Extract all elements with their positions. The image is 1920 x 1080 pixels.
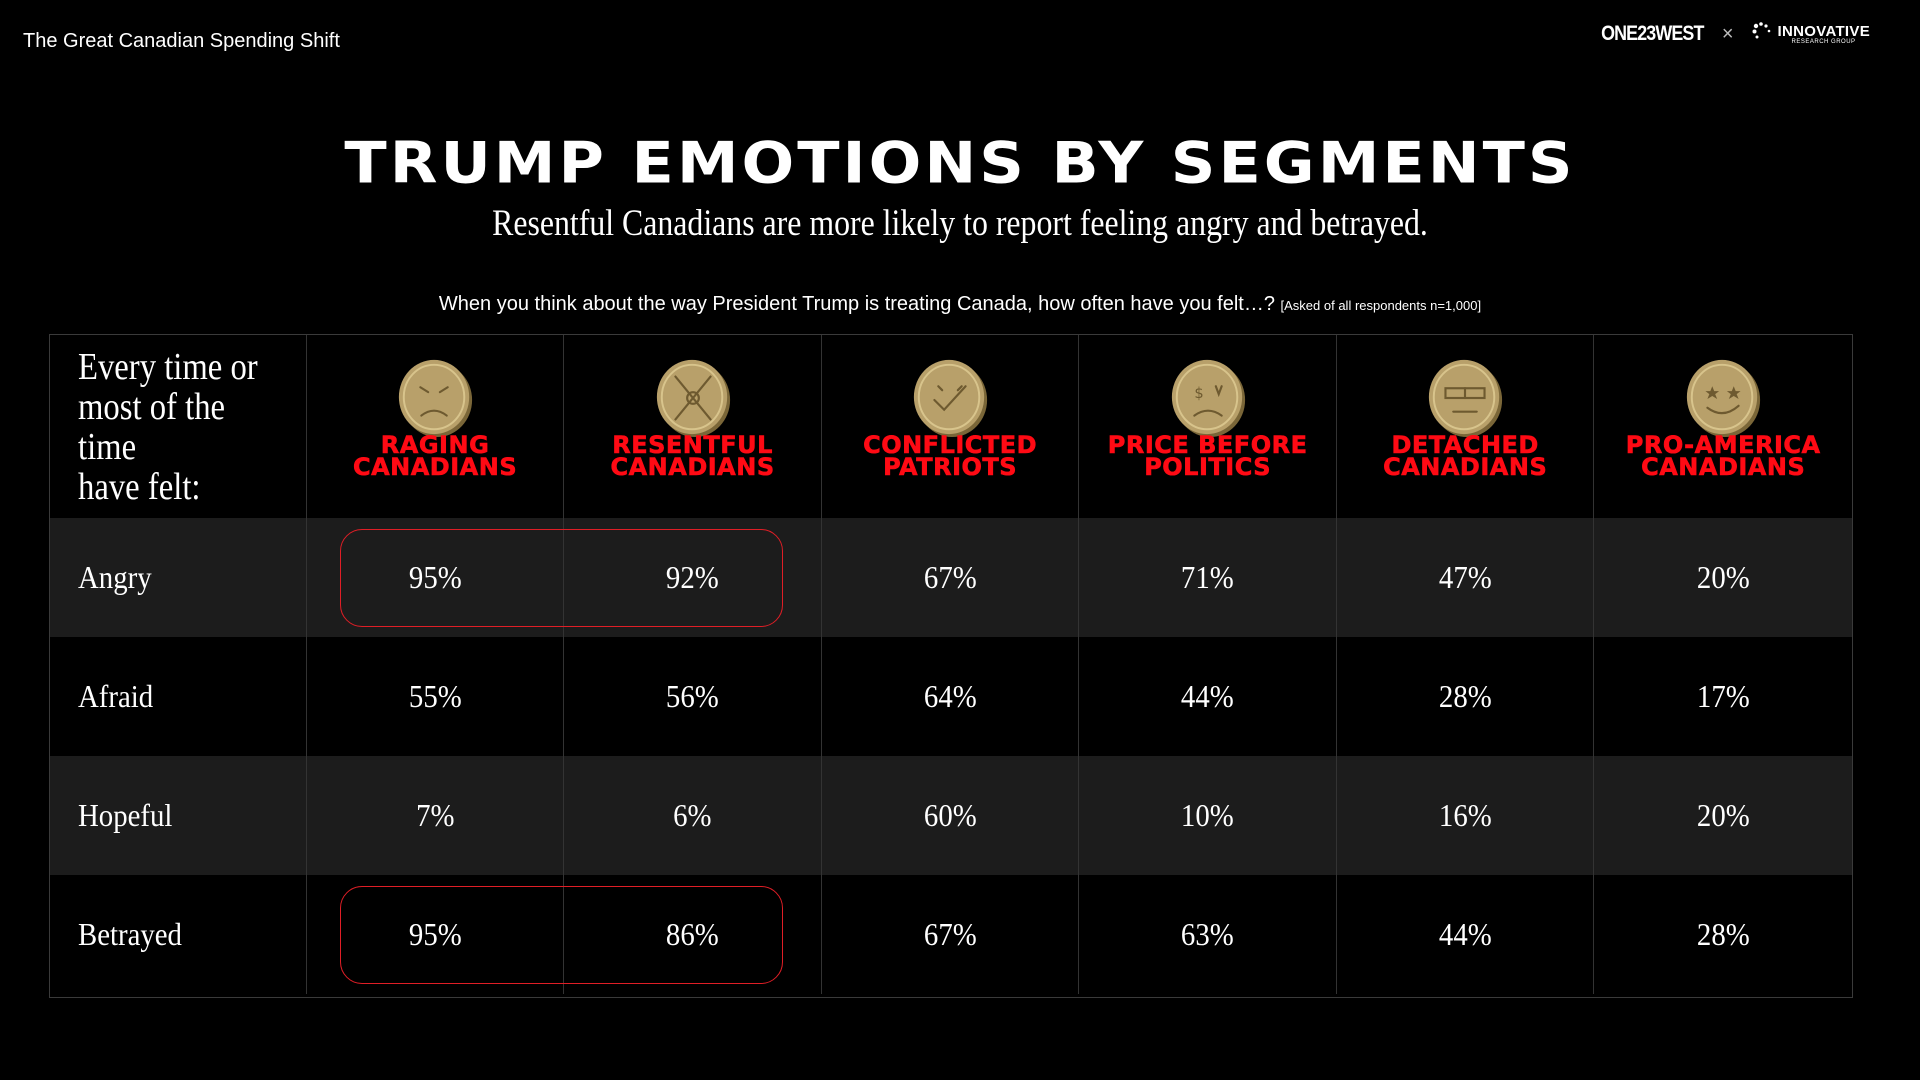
svg-text:$: $ <box>1194 385 1203 402</box>
value-cell: 47% <box>1337 518 1595 637</box>
deck-title: The Great Canadian Spending Shift <box>23 30 340 52</box>
value-cell: 6% <box>564 756 822 875</box>
table-row: Angry 95% 92% 67% 71% 47% 20% <box>50 518 1852 637</box>
segment-header-0: RAGING CANADIANS <box>307 335 565 518</box>
value-cell: 28% <box>1337 637 1595 756</box>
sunglasses-coin-icon <box>1424 355 1506 446</box>
segment-header-1: RESENTFUL CANADIANS <box>564 335 822 518</box>
value-cell: 28% <box>1594 875 1852 994</box>
percentage-value: 60% <box>923 797 977 833</box>
segment-name: PRO-AMERICA CANADIANS <box>1625 431 1821 481</box>
table-row: Afraid 55% 56% 64% 44% 28% 17% <box>50 637 1852 756</box>
segments-table: Every time or most of the time have felt… <box>49 334 1853 998</box>
row-label: Betrayed <box>78 916 182 952</box>
row-label-cell: Afraid <box>50 637 307 756</box>
value-cell: 20% <box>1594 518 1852 637</box>
percentage-value: 95% <box>408 916 462 952</box>
value-cell: 67% <box>822 875 1080 994</box>
segment-name: DETACHED CANADIANS <box>1383 431 1548 481</box>
corner-label: Every time or most of the time have felt… <box>78 345 258 508</box>
row-label: Angry <box>78 559 152 595</box>
segment-header-4: DETACHED CANADIANS <box>1337 335 1595 518</box>
segment-name: RESENTFUL CANADIANS <box>610 431 775 481</box>
row-label-cell: Betrayed <box>50 875 307 994</box>
page-title: TRUMP EMOTIONS BY SEGMENTS <box>344 128 1576 197</box>
percentage-value: 28% <box>1438 678 1492 714</box>
percentage-value: 92% <box>666 559 719 595</box>
value-cell: 44% <box>1079 637 1337 756</box>
row-label: Afraid <box>78 678 154 714</box>
percentage-value: 17% <box>1696 678 1750 714</box>
table-row: Betrayed 95% 86% 67% 63% 44% 28% <box>50 875 1852 994</box>
row-label: Hopeful <box>78 797 173 833</box>
segment-header-2: CONFLICTED PATRIOTS <box>822 335 1080 518</box>
dollar-coin-icon: $ <box>1167 355 1249 446</box>
segment-name: CONFLICTED PATRIOTS <box>863 431 1038 481</box>
question-note: [Asked of all respondents n=1,000] <box>1280 298 1482 313</box>
value-cell: 92% <box>564 518 822 637</box>
percentage-value: 20% <box>1696 559 1750 595</box>
value-cell: 95% <box>307 518 565 637</box>
segment-header-5: PRO-AMERICA CANADIANS <box>1594 335 1852 518</box>
percentage-value: 67% <box>923 916 977 952</box>
percentage-value: 16% <box>1438 797 1492 833</box>
innovative-dots-icon <box>1752 22 1770 39</box>
percentage-value: 71% <box>1181 559 1235 595</box>
percentage-value: 67% <box>923 559 977 595</box>
value-cell: 56% <box>564 637 822 756</box>
percentage-value: 44% <box>1181 678 1235 714</box>
value-cell: 7% <box>307 756 565 875</box>
percentage-value: 10% <box>1181 797 1235 833</box>
percentage-value: 63% <box>1181 916 1235 952</box>
percentage-value: 64% <box>923 678 977 714</box>
frowning-coin-icon <box>652 355 734 446</box>
logo-bar: ONE23WEST × INNOVATIVE RESEARCH GROUP <box>1583 22 1870 46</box>
angry-coin-icon <box>394 355 476 446</box>
percentage-value: 28% <box>1696 916 1750 952</box>
percentage-value: 7% <box>415 797 455 833</box>
value-cell: 16% <box>1337 756 1595 875</box>
percentage-value: 6% <box>673 797 712 833</box>
percentage-value: 95% <box>408 559 462 595</box>
value-cell: 10% <box>1079 756 1337 875</box>
percentage-value: 86% <box>666 916 719 952</box>
segment-name: PRICE BEFORE POLITICS <box>1107 431 1308 481</box>
value-cell: 44% <box>1337 875 1595 994</box>
value-cell: 71% <box>1079 518 1337 637</box>
innovative-logo-text: INNOVATIVE <box>1777 22 1870 40</box>
value-cell: 20% <box>1594 756 1852 875</box>
innovative-logo-subtext: RESEARCH GROUP <box>1791 38 1856 45</box>
value-cell: 86% <box>564 875 822 994</box>
percentage-value: 56% <box>666 678 719 714</box>
one23west-logo: ONE23WEST <box>1601 22 1704 45</box>
percentage-value: 55% <box>408 678 462 714</box>
table-header-row: Every time or most of the time have felt… <box>50 335 1852 518</box>
segment-header-3: $ PRICE BEFORE POLITICS <box>1079 335 1337 518</box>
percentage-value: 47% <box>1438 559 1492 595</box>
value-cell: 55% <box>307 637 565 756</box>
row-label-cell: Angry <box>50 518 307 637</box>
value-cell: 95% <box>307 875 565 994</box>
star-eyes-coin-icon <box>1682 355 1764 446</box>
survey-question: When you think about the way President T… <box>0 293 1920 316</box>
value-cell: 60% <box>822 756 1080 875</box>
segment-name: RAGING CANADIANS <box>352 431 518 481</box>
question-text: When you think about the way President T… <box>438 293 1275 315</box>
percentage-value: 20% <box>1696 797 1750 833</box>
check-coin-icon <box>909 355 991 446</box>
value-cell: 63% <box>1079 875 1337 994</box>
value-cell: 64% <box>822 637 1080 756</box>
table-row: Hopeful 7% 6% 60% 10% 16% 20% <box>50 756 1852 875</box>
value-cell: 67% <box>822 518 1080 637</box>
row-label-cell: Hopeful <box>50 756 307 875</box>
corner-cell: Every time or most of the time have felt… <box>50 335 307 518</box>
page-subtitle: Resentful Canadians are more likely to r… <box>492 203 1428 244</box>
innovative-logo: INNOVATIVE RESEARCH GROUP <box>1752 22 1870 46</box>
value-cell: 17% <box>1594 637 1852 756</box>
percentage-value: 44% <box>1438 916 1492 952</box>
logo-separator: × <box>1721 22 1734 45</box>
